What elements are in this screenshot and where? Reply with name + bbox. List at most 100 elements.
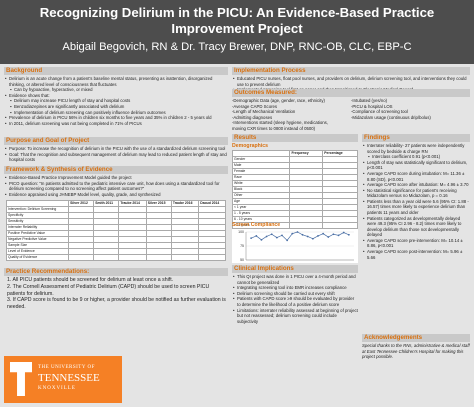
bullet: No statistical significance for patient'…: [362, 188, 470, 199]
bullet: Purpose: To increase the recognition of …: [4, 146, 228, 152]
compliance-section: Screen Compliance 50 75 100: [232, 222, 358, 264]
point: [265, 235, 268, 238]
y-tick-label: 100: [238, 230, 244, 234]
outcome-item: moving CXR times to 0800 instead of 0500…: [232, 125, 316, 131]
bullet: Interrater reliability- 27 patients were…: [362, 143, 470, 154]
bullet: Evidence appraised using JHNEBP Model le…: [4, 192, 228, 198]
bullet: Goal: That the recognition and subsequen…: [4, 152, 228, 163]
point: [255, 234, 258, 237]
clinical-section: Clinical ImplicationsThis QI project was…: [232, 265, 358, 324]
chart: 50 75 100: [232, 228, 358, 263]
bullet: Average CAPD score during intubation: M=…: [362, 171, 470, 182]
point: [342, 231, 345, 234]
bullet: Evidence shows that:: [4, 93, 228, 99]
acknowledgements-section: Acknowledgements Special thanks to the RN…: [362, 334, 470, 360]
bullet: Average CAPD score after intubation: M= …: [362, 182, 470, 188]
point: [275, 236, 278, 239]
sub-bullet: Benzodiazepines are significantly associ…: [4, 104, 228, 110]
point: [332, 233, 335, 235]
outcomes-column: -Demographic Data (age, gender, race, et…: [232, 98, 351, 131]
point: [260, 238, 263, 241]
acknowledgement-text: Special thanks to the RNs, administrativ…: [362, 343, 470, 360]
bullet: Patients categorized as developmentally …: [362, 216, 470, 238]
bullet: This QI project was done in 1 PICU over …: [232, 274, 358, 285]
outcome-item: -Length of Mechanical Ventilation: [232, 109, 296, 115]
bullet: Evidence-Based Practice Improvement Mode…: [4, 175, 228, 181]
logo-mark: [10, 362, 32, 396]
header: Recognizing Delirium in the PICU: An Evi…: [0, 0, 474, 64]
sub-bullet: Can by hypoactive, hyperactive, or mixed: [4, 87, 228, 93]
section-heading: Practice Recommendations:: [4, 268, 228, 277]
section-heading: Acknowledgements: [362, 334, 470, 343]
section-heading: Purpose and Goal of Project: [4, 137, 228, 146]
table-cell: [145, 254, 172, 261]
y-tick-label: 50: [240, 258, 244, 262]
bullet: Average CAPD score pre-intervention: M= …: [362, 238, 470, 249]
bullet: PICO question: "In patients admitted to …: [4, 181, 228, 192]
recommendations-section: Practice Recommendations: 1. All PICU pat…: [4, 268, 228, 311]
bullet: Delirium screening should be carried out…: [232, 291, 358, 297]
section-heading: Results: [232, 134, 358, 143]
outcome-item: -Demographic Data (age, gender, race, et…: [232, 98, 325, 104]
table-cell: [170, 254, 200, 261]
point: [337, 234, 340, 237]
table-cell: [118, 254, 147, 261]
point: [322, 232, 325, 235]
outcomes-section: Outcomes Measured: -Demographic Data (age…: [232, 89, 470, 132]
university-logo: THE UNIVERSITY OF TENNESSEE KNOXVILLE: [4, 356, 122, 403]
outcome-item: -Interventions started (sleep hygiene, m…: [232, 120, 329, 126]
bullet: Patients less than a year old were 5.6 (…: [362, 199, 470, 216]
point: [270, 233, 273, 235]
results-section: Results Demographics Frequency Percentage Ge…: [231, 134, 358, 247]
evidence-table: Silver 2012 Smith 2011 Traube 2014 Silver 2…: [5, 200, 226, 261]
purpose-section: Purpose and Goal of ProjectPurpose: To i…: [4, 137, 228, 163]
section-heading: Framework & Synthesis of Evidence: [4, 166, 228, 175]
sub-bullet: Implementation of delirium screening can…: [4, 110, 228, 116]
bullet: Length of stay was statistically signifi…: [362, 160, 470, 171]
outcome-item: -Admitting diagnoses: [232, 114, 273, 120]
sub-bullet: Delirium may increase PICU length of sta…: [4, 98, 228, 104]
outcome-item: -Midazolam usage (continuous drip/bolus): [351, 114, 431, 120]
logo-text: THE UNIVERSITY OF: [38, 365, 95, 370]
poster-title: Recognizing Delirium in the PICU: An Evi…: [39, 5, 435, 36]
subheading: Demographics: [232, 143, 269, 150]
point: [301, 233, 304, 236]
point: [296, 230, 299, 233]
outcome-item: -PICU & hospital LOS: [351, 103, 393, 109]
sub-bullet: Interclass coefficient 0.91 (p<0.001): [362, 154, 470, 160]
table-cell: [93, 254, 120, 261]
data-table: Silver 2012 Smith 2011 Traube 2014 Silver 2…: [5, 200, 226, 261]
bullet: Delirium is an acute change from a patie…: [4, 76, 228, 87]
outcome-item: -Compliance of screening tool: [351, 109, 408, 115]
outcomes-column: -Intubated (yes/no) -PICU & hospital LOS -…: [351, 98, 470, 131]
point: [311, 237, 314, 240]
point: [306, 235, 309, 238]
point: [250, 237, 253, 239]
table-cell: [68, 254, 95, 261]
table-row-label: Quality of Evidence: [5, 254, 70, 261]
findings-section: FindingsInterrater reliability- 27 patie…: [362, 134, 470, 260]
section-heading: Background: [4, 67, 228, 76]
bullet: Limitations: interrater reliability asse…: [232, 308, 358, 325]
line: [251, 231, 349, 241]
table-cell: [198, 254, 226, 261]
outcome-item: -Average CAPD Scores: [232, 103, 278, 109]
section-heading: Implementation Process: [232, 67, 470, 76]
bullet: 2. The Cornell Assessment of Pediatric D…: [7, 283, 210, 297]
table-row: Positive Predictive Value: [5, 230, 226, 237]
point: [347, 233, 350, 236]
bullet: Prevalence of delirium in PICU 56% in ch…: [4, 115, 228, 121]
bullet: Patients with CAPD score ≥9 should be ev…: [232, 296, 358, 307]
bullet: Integrating screening tool into EMR incr…: [232, 285, 358, 291]
bullet: 3. If CAPD score is found to be 9 or hig…: [7, 297, 226, 311]
bullet: Educated PICU nurses, float pool nurses,…: [232, 76, 470, 87]
section-heading: Outcomes Measured:: [232, 89, 470, 98]
authors: Abigail Begovich, RN & Dr. Tracy Brewer,…: [62, 41, 412, 53]
table-row: Quality of Evidence: [5, 254, 226, 261]
point: [286, 239, 289, 242]
point: [291, 232, 294, 235]
point: [327, 235, 330, 238]
section-heading: Findings: [362, 134, 470, 143]
framework-section: Framework & Synthesis of EvidenceEvidenc…: [4, 166, 228, 197]
point: [317, 234, 319, 237]
